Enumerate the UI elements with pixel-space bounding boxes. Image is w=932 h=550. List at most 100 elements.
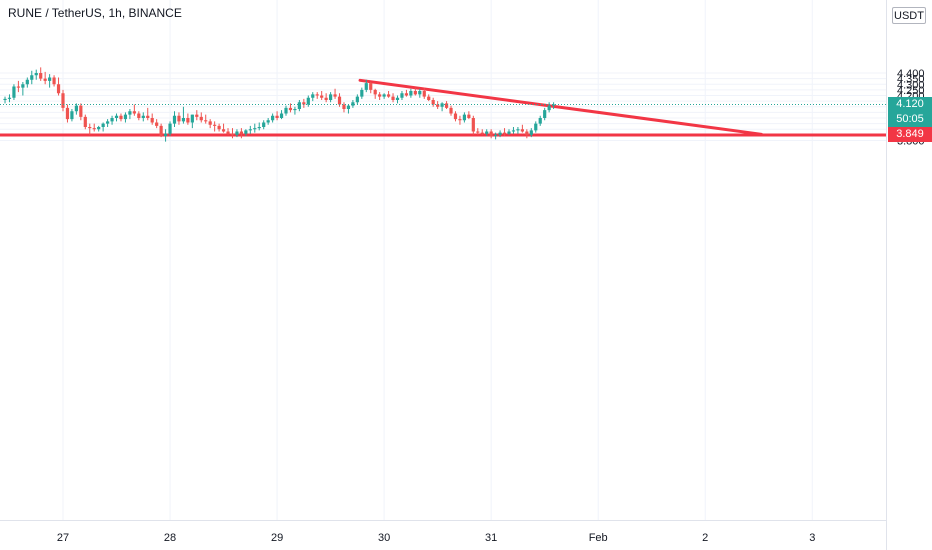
candle-body: [119, 115, 123, 120]
candle-body: [195, 114, 199, 117]
candle-body: [351, 102, 355, 106]
candle-body: [79, 105, 83, 117]
candle-body: [230, 133, 235, 135]
candle-body: [467, 114, 471, 118]
y-tick-label: 4.400: [897, 68, 925, 80]
candle-body: [244, 130, 248, 134]
candle-body: [431, 100, 435, 105]
candle-body: [489, 131, 493, 136]
candle-body: [163, 133, 168, 136]
candle-body: [271, 115, 275, 121]
symbol-title[interactable]: RUNE / TetherUS, 1h, BINANCE: [8, 6, 182, 20]
candle-body: [507, 131, 511, 134]
candle-body: [159, 125, 163, 136]
y-tick-label: 4.350: [897, 74, 925, 86]
candle-body: [88, 127, 92, 129]
candles: [3, 67, 556, 142]
candle-body: [3, 98, 7, 100]
x-tick-label: 28: [164, 532, 176, 544]
candle-body: [333, 94, 337, 97]
candle-body: [172, 115, 177, 124]
candle-body: [409, 91, 413, 96]
candle-body: [132, 111, 136, 114]
candle-body: [239, 131, 243, 134]
candle-body: [92, 128, 96, 130]
candle-body: [315, 94, 319, 96]
candle-body: [204, 120, 208, 122]
drawings: [0, 78, 886, 137]
candle-body: [128, 111, 132, 115]
candle-body: [101, 123, 105, 127]
candle-body: [217, 125, 221, 130]
candle-body: [70, 111, 74, 120]
candle-body: [226, 131, 230, 134]
y-tick-label: 4.300: [897, 79, 925, 91]
candle-body: [7, 97, 12, 99]
candle-body: [494, 134, 498, 136]
candle-body: [181, 118, 186, 122]
candle-body: [199, 116, 203, 121]
candle-body: [262, 122, 266, 127]
last-price-badge: 4.120 50:05: [888, 96, 932, 127]
candle-body: [422, 91, 426, 97]
candle-body: [360, 89, 364, 97]
candle-body: [208, 121, 212, 125]
candle-body: [30, 75, 34, 80]
candle-body: [123, 114, 128, 120]
candle-body: [248, 129, 252, 131]
x-tick-label: 29: [271, 532, 283, 544]
plot-background: [0, 0, 886, 520]
candle-body: [444, 103, 449, 108]
candle-body: [146, 115, 150, 118]
candle-body: [485, 131, 489, 134]
candle-body: [502, 132, 507, 134]
candle-body: [253, 128, 257, 130]
candle-body: [190, 114, 194, 123]
candle-body: [279, 113, 284, 118]
candle-body: [395, 97, 400, 100]
candle-body: [369, 83, 373, 90]
candle-body: [110, 118, 114, 122]
candle-body: [436, 104, 440, 107]
descending-trendline: [358, 78, 763, 136]
candle-body: [155, 122, 159, 126]
candle-body: [453, 113, 458, 120]
candle-body: [525, 131, 529, 135]
candle-body: [288, 107, 293, 111]
candle-body: [257, 127, 261, 129]
currency-label[interactable]: USDT: [892, 7, 926, 24]
candle-body: [498, 132, 502, 135]
candle-body: [462, 114, 466, 121]
candle-body: [471, 118, 475, 132]
candle-body: [65, 107, 70, 120]
candle-body: [213, 124, 217, 126]
candle-body: [324, 97, 328, 100]
grid: [0, 0, 886, 520]
candle-body: [516, 129, 520, 131]
candle-body: [186, 118, 190, 123]
candle-body: [221, 129, 226, 132]
candle-body: [373, 89, 377, 95]
x-tick-label: 3: [809, 532, 815, 544]
candle-body: [137, 113, 141, 118]
candle-body: [235, 131, 239, 135]
candle-body: [418, 91, 422, 95]
candle-body: [538, 118, 542, 124]
candle-body: [177, 115, 181, 122]
x-tick-label: Feb: [589, 532, 608, 544]
candle-body: [346, 105, 351, 109]
last-price-value: 4.120: [896, 97, 924, 110]
bar-countdown: 50:05: [896, 112, 924, 125]
candle-body: [61, 93, 65, 108]
candle-body: [293, 109, 297, 111]
candle-body: [114, 115, 119, 118]
candle-body: [458, 119, 462, 121]
candle-body: [25, 79, 29, 85]
candle-body: [39, 73, 43, 79]
candle-body: [449, 107, 453, 114]
candle-body: [529, 130, 533, 135]
candle-body: [547, 105, 551, 111]
candle-body: [34, 73, 38, 76]
